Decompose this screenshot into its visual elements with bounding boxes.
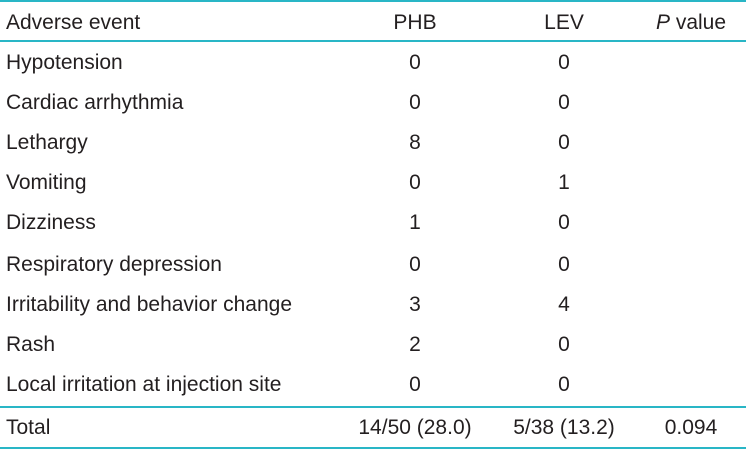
event-cell: Hypotension — [6, 51, 123, 74]
total-p-value: 0.094 — [664, 416, 718, 439]
phb-cell: 0 — [409, 253, 421, 276]
event-cell: Respiratory depression — [6, 253, 222, 276]
phb-cell: 1 — [409, 211, 421, 234]
event-cell: Vomiting — [6, 171, 87, 194]
lev-cell: 1 — [558, 171, 570, 194]
lev-cell: 0 — [558, 373, 570, 396]
lev-cell: 0 — [558, 211, 570, 234]
lev-cell: 0 — [558, 333, 570, 356]
header-p-suffix: value — [669, 11, 727, 34]
lev-cell: 0 — [558, 51, 570, 74]
header-p-value: P value — [640, 2, 742, 44]
header-adverse-event: Adverse event — [6, 11, 141, 34]
lev-cell: 0 — [558, 253, 570, 276]
table-row: Cardiac arrhythmia 0 0 — [0, 83, 746, 123]
lev-cell: 0 — [558, 91, 570, 114]
phb-cell: 0 — [409, 51, 421, 74]
total-label: Total — [6, 416, 51, 439]
phb-cell: 0 — [409, 91, 421, 114]
phb-cell: 0 — [409, 171, 421, 194]
phb-cell: 3 — [409, 293, 421, 316]
phb-cell: 0 — [409, 373, 421, 396]
total-phb: 14/50 (28.0) — [358, 416, 472, 439]
table-row: Hypotension 0 0 — [0, 43, 746, 83]
event-cell: Local irritation at injection site — [6, 373, 282, 396]
event-cell: Irritability and behavior change — [6, 293, 293, 316]
table-header-row: Adverse event PHB LEV P value — [0, 0, 746, 42]
table-row: Dizziness 1 0 — [0, 203, 746, 243]
header-lev: LEV — [544, 11, 584, 34]
header-phb: PHB — [393, 11, 437, 34]
event-cell: Rash — [6, 333, 56, 356]
table-row: Lethargy 8 0 — [0, 123, 746, 163]
table-row: Respiratory depression 0 0 — [0, 245, 746, 285]
table-row: Rash 2 0 — [0, 325, 746, 365]
phb-cell: 8 — [409, 131, 421, 154]
event-cell: Cardiac arrhythmia — [6, 91, 184, 114]
table-row: Irritability and behavior change 3 4 — [0, 285, 746, 325]
total-lev: 5/38 (13.2) — [513, 416, 615, 439]
phb-cell: 2 — [409, 333, 421, 356]
table-row: Local irritation at injection site 0 0 — [0, 365, 746, 405]
event-cell: Lethargy — [6, 131, 88, 154]
header-p-letter: P — [655, 11, 670, 34]
lev-cell: 0 — [558, 131, 570, 154]
table-total-row: Total 14/50 (28.0) 5/38 (13.2) 0.094 — [0, 406, 746, 449]
lev-cell: 4 — [558, 293, 570, 316]
event-cell: Dizziness — [6, 211, 96, 234]
table-row: Vomiting 0 1 — [0, 163, 746, 203]
